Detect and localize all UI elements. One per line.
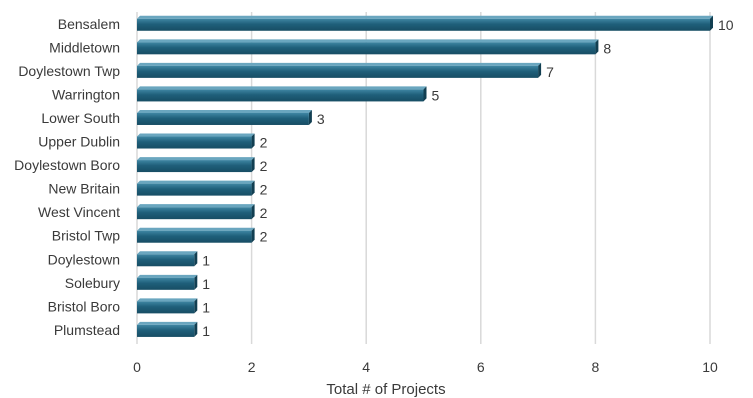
bar-side-face [194,251,198,267]
category-label: Bristol Boro [48,298,121,314]
data-label: 1 [202,276,210,292]
bar-side-face [194,298,198,314]
category-label: Doylestown Boro [14,157,120,173]
category-label: Bristol Twp [52,228,120,244]
bar [137,251,198,267]
bar [137,204,255,220]
category-label: Solebury [65,275,120,291]
bar-front-face [137,89,424,102]
data-label: 2 [260,158,268,174]
x-tick-label: 6 [477,359,485,375]
bar-side-face [251,227,255,243]
bar-top-face [137,298,198,302]
bar [137,298,198,314]
bar-front-face [137,301,195,314]
bar [137,180,255,196]
category-label: Doylestown [48,251,120,267]
bar-top-face [137,274,198,278]
x-axis-title: Total # of Projects [326,381,445,398]
bar-front-face [137,112,309,125]
data-label: 2 [260,229,268,245]
bar-side-face [251,180,255,196]
x-tick-label: 0 [133,359,141,375]
x-tick-label: 10 [702,359,718,375]
bar-front-face [137,277,195,290]
bar-top-face [137,86,427,90]
bar-side-face [251,204,255,220]
bar-side-face [538,62,542,78]
bar-top-face [137,15,713,19]
bar-front-face [137,42,596,55]
bar-top-face [137,62,542,66]
data-label: 8 [603,40,611,56]
category-label: West Vincent [38,204,120,220]
bar [137,321,198,337]
gridlines [136,12,711,344]
data-label: 1 [202,323,210,339]
bar-top-face [137,157,255,161]
bar [137,157,255,173]
bar-front-face [137,230,252,243]
x-tick-labels: 0 2 4 6 8 10 [133,359,718,375]
bar-front-face [137,160,252,173]
bar-front-face [137,18,710,31]
x-tick-label: 2 [248,359,256,375]
bar [137,227,255,243]
x-tick-label: 4 [362,359,370,375]
bar-top-face [137,204,255,208]
data-label: 1 [202,252,210,268]
data-label: 1 [202,299,210,315]
bar-side-face [251,133,255,149]
category-label: Middletown [49,39,120,55]
category-label: New Britain [48,181,120,197]
data-label: 10 [718,17,734,33]
bar-top-face [137,133,255,137]
bar-top-face [137,321,198,325]
bar-front-face [137,136,252,149]
data-label: 2 [260,182,268,198]
bar [137,86,427,102]
bar-side-face [423,86,427,102]
x-tick-label: 8 [592,359,600,375]
bar-side-face [308,109,312,125]
category-label: Lower South [41,110,120,126]
bar [137,109,312,125]
category-label: Doylestown Twp [18,63,120,79]
bar [137,274,198,290]
category-label: Warrington [52,86,120,102]
bar-top-face [137,251,198,255]
bar [137,62,542,78]
bar-side-face [251,157,255,173]
category-label: Plumstead [54,322,120,338]
data-label: 5 [432,87,440,103]
bar-front-face [137,65,539,78]
bar-top-face [137,39,599,43]
data-label: 3 [317,111,325,127]
bars [137,15,713,337]
category-label: Bensalem [58,16,120,32]
bar-side-face [595,39,599,55]
bar [137,133,255,149]
bar-top-face [137,227,255,231]
bar-front-face [137,207,252,220]
category-labels: Bensalem Middletown Doylestown Twp Warringt… [14,16,120,338]
bar-top-face [137,180,255,184]
data-label: 2 [260,205,268,221]
data-label: 2 [260,135,268,151]
data-label: 7 [546,64,554,80]
bar-side-face [710,15,713,31]
bar [137,39,599,55]
bar-side-face [194,321,198,337]
bar-side-face [194,274,198,290]
bar-top-face [137,109,312,113]
bar-front-face [137,324,195,337]
bar [137,15,713,31]
bar-front-face [137,183,252,196]
data-labels: 10 8 7 5 3 2 2 2 2 2 1 1 1 1 [202,17,733,339]
category-label: Upper Dublin [38,134,120,150]
bar-front-face [137,254,195,267]
